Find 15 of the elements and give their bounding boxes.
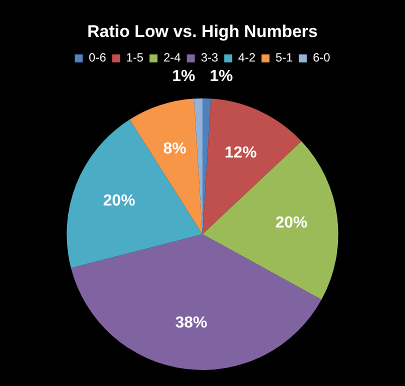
legend-label: 2-4 [163,50,182,65]
legend-label: 1-5 [126,50,144,65]
data-label: 38% [175,314,208,332]
data-label: 8% [163,140,186,158]
data-label: 20% [275,214,308,232]
legend-label: 5-1 [276,50,294,65]
legend-label: 6-0 [312,50,331,65]
data-label: 12% [224,144,257,162]
legend-label: 3-3 [200,50,218,65]
data-label: 1% [172,68,196,86]
legend-label: 0-6 [88,50,106,65]
data-label: 1% [210,68,233,86]
legend-label: 4-2 [238,50,256,65]
data-label: 20% [103,192,136,210]
chart-title: Ratio Low vs. High Numbers [87,22,318,41]
